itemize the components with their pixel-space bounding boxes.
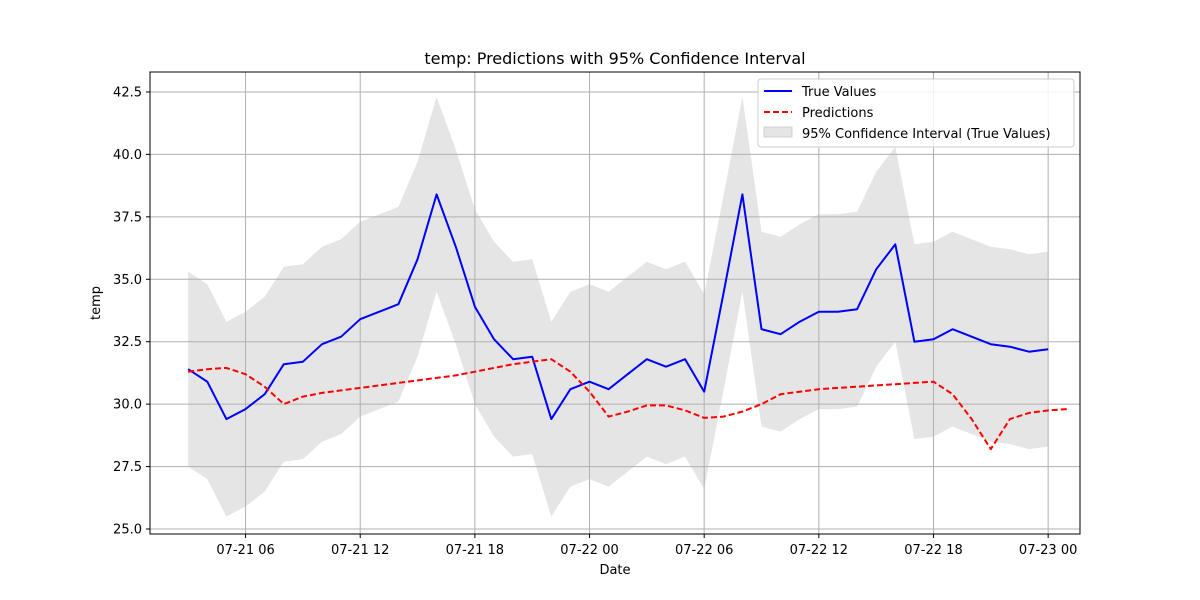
x-axis-label: Date — [599, 563, 630, 578]
y-tick-label: 37.5 — [113, 210, 142, 225]
legend-box — [757, 78, 1075, 148]
confidence-band-layer — [188, 97, 1049, 517]
chart-title: temp: Predictions with 95% Confidence In… — [424, 49, 805, 68]
y-axis-label: temp — [89, 286, 104, 320]
y-tick-label: 25.0 — [113, 523, 142, 538]
plot-frame — [149, 71, 1081, 535]
x-tick-label: 07-22 06 — [675, 543, 733, 558]
predictions-line — [188, 358, 1068, 451]
legend: True Values Predictions 95% Confidence I… — [757, 78, 1075, 148]
y-tick-label: 30.0 — [113, 398, 142, 413]
y-tick-label: 40.0 — [113, 148, 142, 163]
legend-true-values-label: True Values — [801, 85, 876, 100]
grid-layer — [150, 72, 1080, 534]
confidence-band-area — [188, 97, 1049, 517]
x-axis-ticks: 07-21 06 07-21 12 07-21 18 07-22 00 07-22 06… — [216, 534, 1077, 558]
series-layer — [187, 193, 1068, 451]
true-values-line — [187, 193, 1049, 421]
x-tick-label: 07-22 12 — [790, 543, 848, 558]
legend-predictions-label: Predictions — [802, 106, 874, 121]
legend-band-label: 95% Confidence Interval (True Values) — [802, 127, 1051, 142]
x-tick-label: 07-21 18 — [446, 543, 504, 558]
legend-band-swatch — [763, 126, 793, 138]
x-tick-label: 07-21 12 — [331, 543, 389, 558]
x-tick-label: 07-22 00 — [560, 543, 618, 558]
y-tick-label: 27.5 — [113, 460, 142, 475]
x-tick-label: 07-21 06 — [216, 543, 274, 558]
x-tick-label: 07-23 00 — [1019, 543, 1077, 558]
y-tick-label: 42.5 — [113, 85, 142, 100]
y-tick-label: 32.5 — [113, 335, 142, 350]
y-tick-label: 35.0 — [113, 273, 142, 288]
y-axis-ticks: 25.0 27.5 30.0 32.5 35.0 37.5 40.0 42.5 — [113, 85, 150, 538]
x-tick-label: 07-22 18 — [904, 543, 962, 558]
